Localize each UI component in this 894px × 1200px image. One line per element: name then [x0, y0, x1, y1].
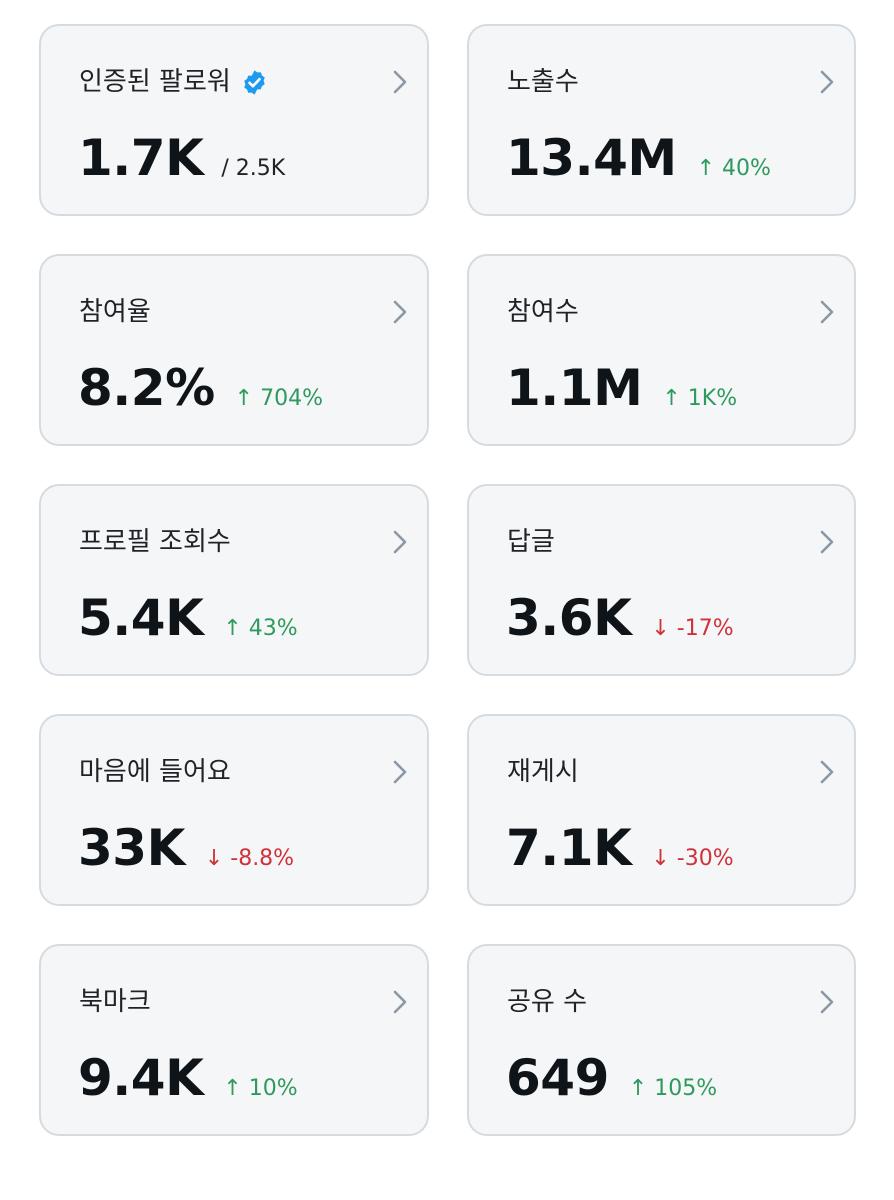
metric-card-replies[interactable]: 답글 3.6K ↓ -17%: [467, 484, 856, 676]
metric-value-row: 13.4M ↑ 40%: [506, 128, 771, 188]
metric-change: ↓ -30%: [651, 846, 734, 871]
chevron-right-icon[interactable]: [818, 68, 836, 96]
metric-card-shares[interactable]: 공유 수 649 ↑ 105%: [467, 944, 856, 1136]
metric-value: 9.4K: [78, 1049, 204, 1107]
metric-card-engagements[interactable]: 참여수 1.1M ↑ 1K%: [467, 254, 856, 446]
metric-value-row: 33K ↓ -8.8%: [78, 818, 294, 878]
metric-value-row: 9.4K ↑ 10%: [78, 1048, 298, 1108]
metric-title-label: 재게시: [507, 757, 579, 787]
metric-value-row: 5.4K ↑ 43%: [78, 588, 298, 648]
metric-value: 1.1M: [506, 359, 643, 417]
metric-card-engagement-rate[interactable]: 참여율 8.2% ↑ 704%: [39, 254, 429, 446]
verified-badge-icon: [244, 69, 265, 95]
metric-title-label: 인증된 팔로워: [79, 67, 231, 97]
metric-value: 649: [506, 1049, 609, 1107]
metric-value: 7.1K: [506, 819, 632, 877]
metric-card-reposts[interactable]: 재게시 7.1K ↓ -30%: [467, 714, 856, 906]
metric-value: 3.6K: [506, 589, 632, 647]
metric-value-row: 1.1M ↑ 1K%: [506, 358, 737, 418]
metric-change: ↑ 10%: [223, 1076, 298, 1101]
metrics-grid: 인증된 팔로워 1.7K / 2.5K 노출수 13.4M ↑ 40% 참여율: [39, 24, 856, 1136]
metric-title: 참여수: [507, 296, 579, 328]
metric-card-likes[interactable]: 마음에 들어요 33K ↓ -8.8%: [39, 714, 429, 906]
chevron-right-icon[interactable]: [391, 758, 409, 786]
metric-card-verified-followers[interactable]: 인증된 팔로워 1.7K / 2.5K: [39, 24, 429, 216]
metric-title: 재게시: [507, 756, 579, 788]
metric-title-label: 공유 수: [507, 987, 588, 1017]
metric-value-row: 649 ↑ 105%: [506, 1048, 717, 1108]
chevron-right-icon[interactable]: [391, 298, 409, 326]
metric-value: 13.4M: [506, 129, 677, 187]
metric-change: ↓ -17%: [651, 616, 734, 641]
metric-value: 33K: [78, 819, 185, 877]
metric-value: 1.7K: [78, 129, 204, 187]
chevron-right-icon[interactable]: [391, 988, 409, 1016]
metric-change: ↓ -8.8%: [204, 846, 295, 871]
metric-value: 5.4K: [78, 589, 204, 647]
metric-change: ↑ 40%: [696, 156, 771, 181]
metric-change: ↑ 105%: [628, 1076, 718, 1101]
chevron-right-icon[interactable]: [391, 68, 409, 96]
metric-title-label: 프로필 조회수: [79, 527, 231, 557]
metric-title: 마음에 들어요: [79, 756, 231, 788]
metric-title-label: 노출수: [507, 67, 579, 97]
metric-value-row: 3.6K ↓ -17%: [506, 588, 734, 648]
metric-card-impressions[interactable]: 노출수 13.4M ↑ 40%: [467, 24, 856, 216]
metric-value-row: 7.1K ↓ -30%: [506, 818, 734, 878]
metric-title: 인증된 팔로워: [79, 66, 268, 98]
metric-card-profile-visits[interactable]: 프로필 조회수 5.4K ↑ 43%: [39, 484, 429, 676]
metric-total: / 2.5K: [221, 156, 286, 181]
metric-title: 공유 수: [507, 986, 587, 1018]
metric-title-label: 답글: [507, 527, 555, 557]
metric-title: 북마크: [79, 986, 151, 1018]
metric-change: ↑ 704%: [234, 386, 323, 411]
metric-card-bookmarks[interactable]: 북마크 9.4K ↑ 10%: [39, 944, 429, 1136]
chevron-right-icon[interactable]: [818, 988, 836, 1016]
chevron-right-icon[interactable]: [818, 758, 836, 786]
chevron-right-icon[interactable]: [818, 528, 836, 556]
metric-title: 노출수: [507, 66, 579, 98]
chevron-right-icon[interactable]: [391, 528, 409, 556]
chevron-right-icon[interactable]: [818, 298, 836, 326]
metric-title-label: 마음에 들어요: [79, 757, 231, 787]
metric-change: ↑ 43%: [223, 616, 298, 641]
metric-value: 8.2%: [78, 359, 215, 417]
metric-title: 프로필 조회수: [79, 526, 231, 558]
metric-title: 답글: [507, 526, 555, 558]
metric-title-label: 참여율: [79, 297, 151, 327]
metric-title: 참여율: [79, 296, 151, 328]
metric-value-row: 8.2% ↑ 704%: [78, 358, 323, 418]
metric-value-row: 1.7K / 2.5K: [78, 128, 285, 188]
metric-title-label: 참여수: [507, 297, 579, 327]
metric-change: ↑ 1K%: [662, 386, 738, 411]
metric-title-label: 북마크: [79, 987, 151, 1017]
